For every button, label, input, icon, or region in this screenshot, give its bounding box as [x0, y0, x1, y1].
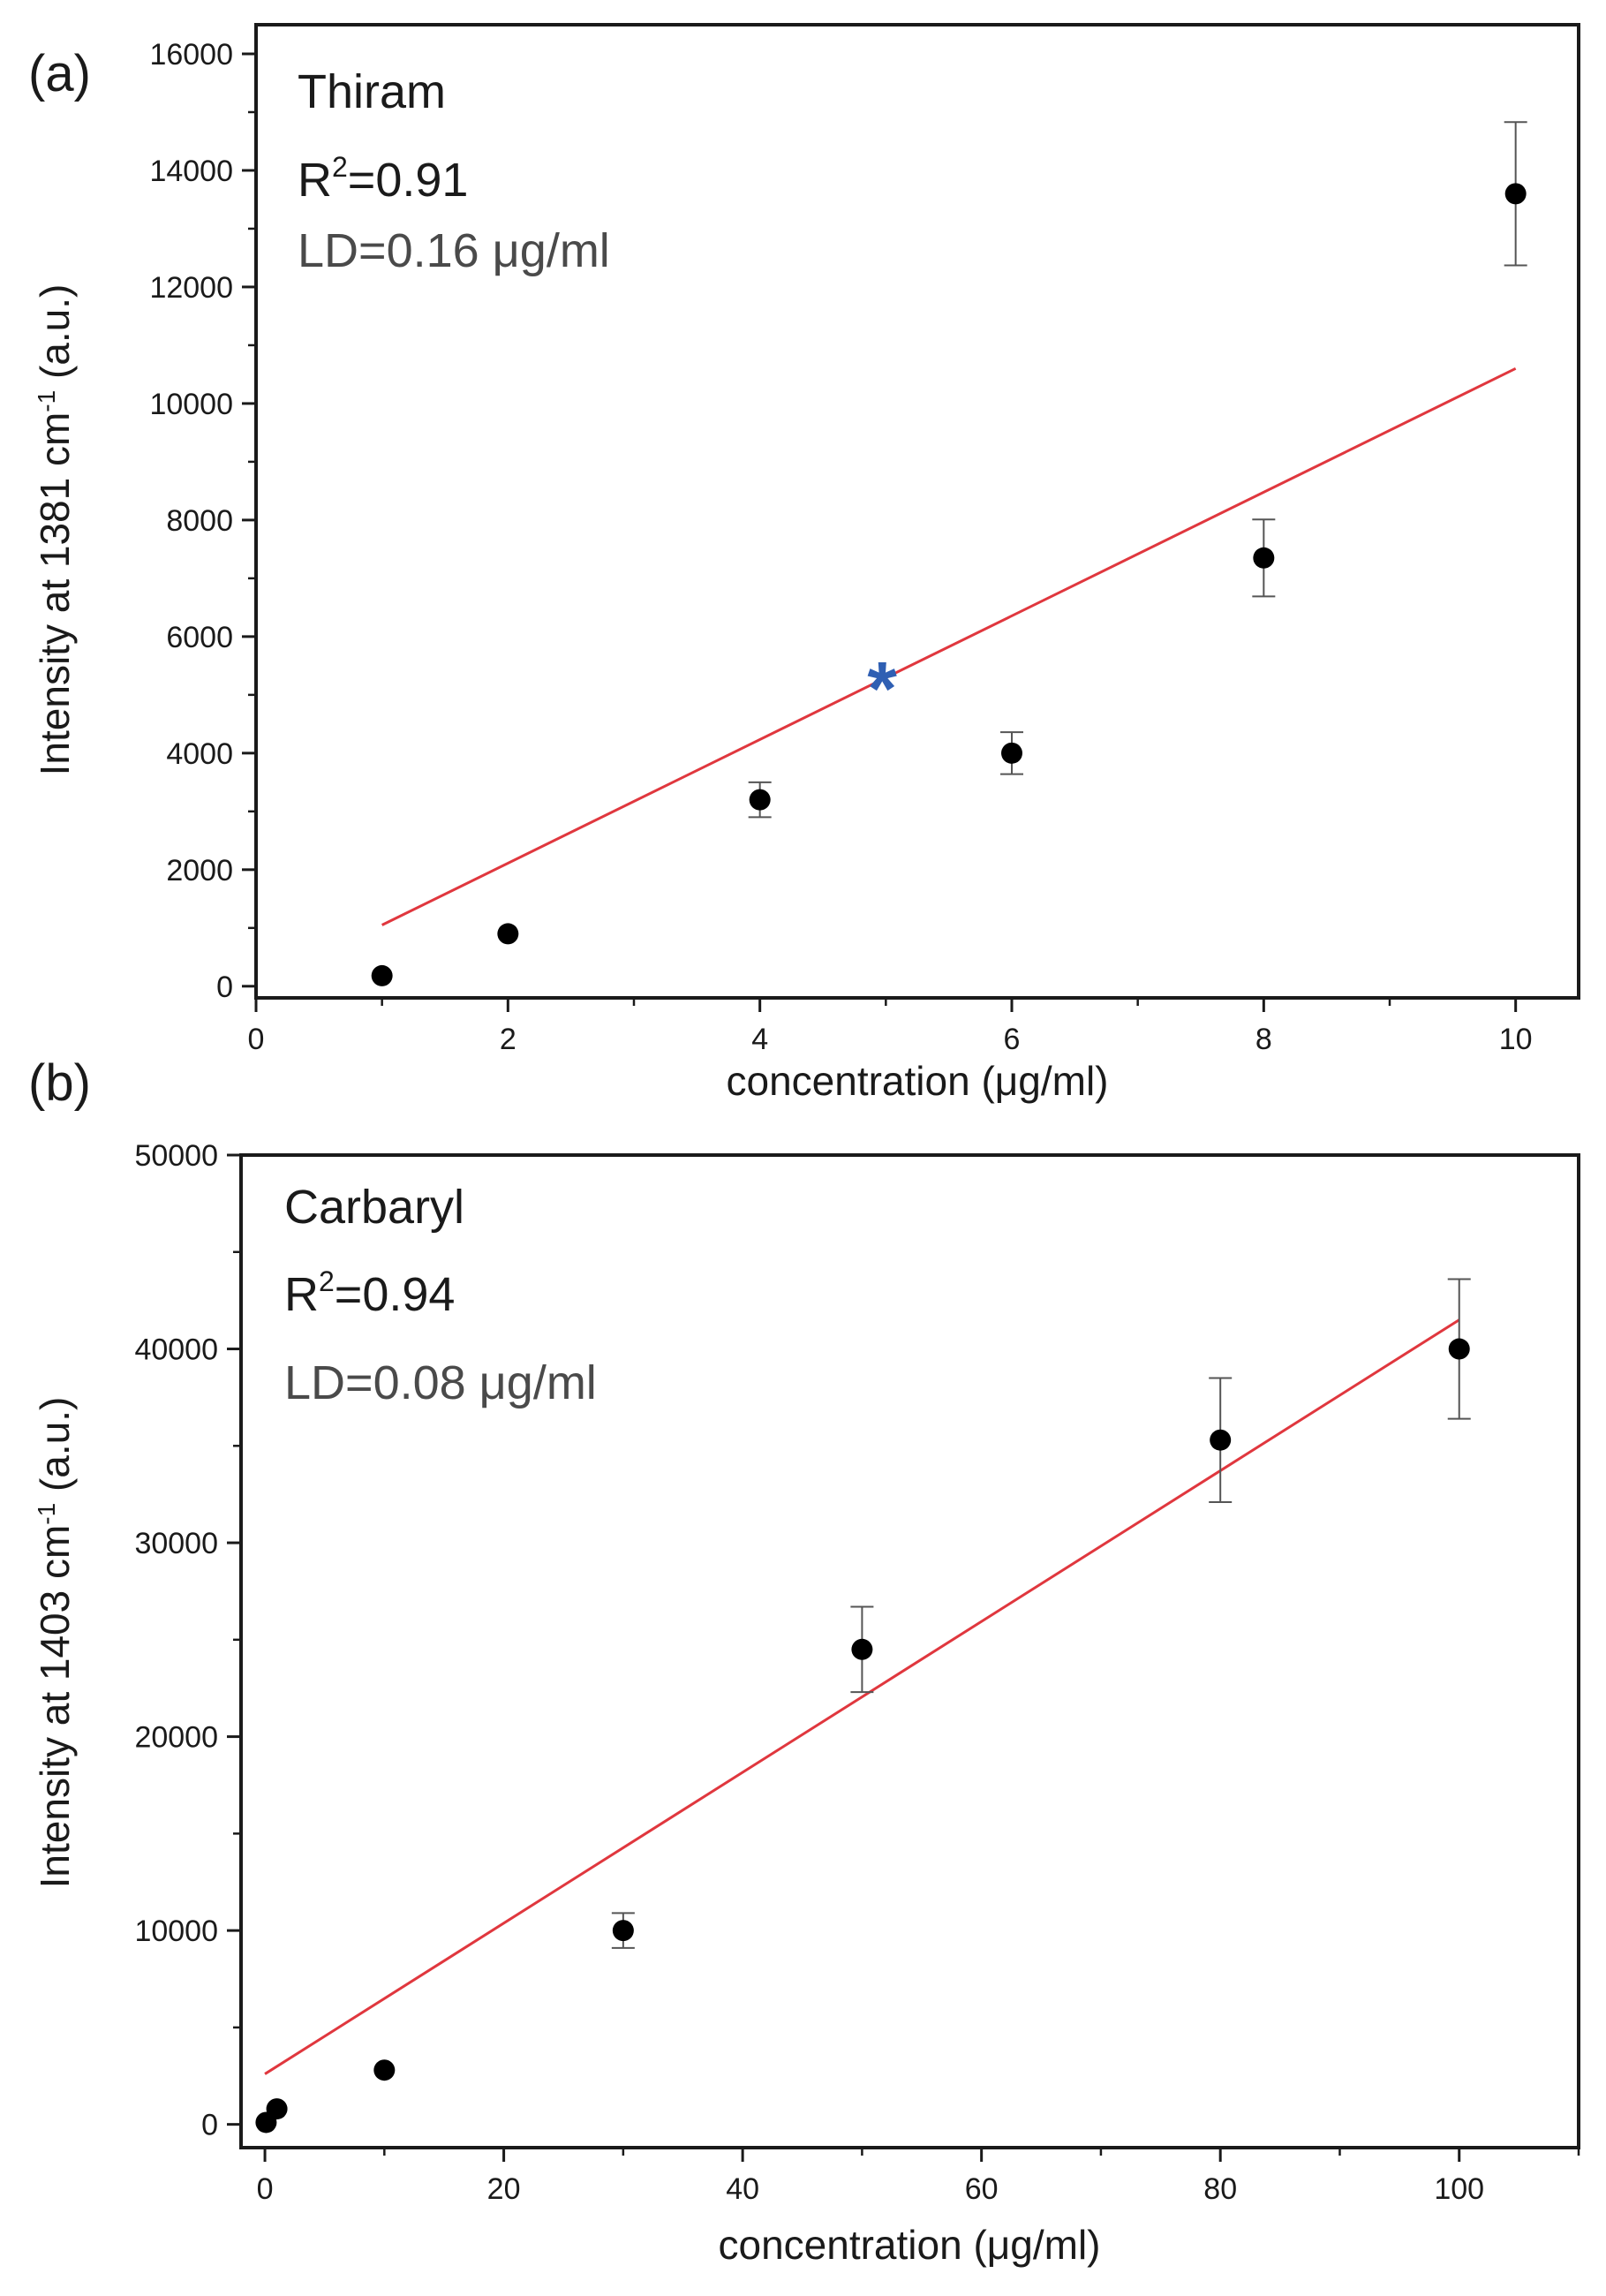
panel-b-detection-limit: LD=0.08 μg/ml	[284, 1356, 597, 1409]
panel-a-y-title-main: Intensity at 1381 cm	[32, 412, 78, 776]
b-data-point	[612, 1920, 634, 1942]
panel-a-r2: R2=0.91	[298, 151, 468, 207]
a-data-point	[1253, 547, 1275, 569]
panel-b-y-title-sup: -1	[33, 1503, 60, 1525]
a-x-tick-label: 2	[500, 1023, 516, 1056]
panel-a-compound-name: Thiram	[298, 65, 446, 118]
b-x-tick-label: 40	[726, 2172, 759, 2206]
panel-a-error-bars	[748, 121, 1527, 819]
b-x-tick-label: 100	[1434, 2172, 1484, 2206]
b-data-point	[1210, 1429, 1232, 1451]
b-data-point	[266, 2098, 288, 2120]
panel-a-asterisk-marker: *	[867, 647, 897, 732]
b-x-tick-label: 80	[1203, 2172, 1237, 2206]
panel-a-y-title-sup: -1	[33, 390, 60, 412]
b-x-tick-label: 60	[965, 2172, 999, 2206]
panel-b-r2-prefix: R	[284, 1268, 319, 1321]
a-x-tick-label: 6	[1004, 1023, 1021, 1056]
panel-a-ticks	[242, 52, 1518, 1012]
panel-b-frame	[239, 1153, 1580, 2149]
a-asterisk: *	[867, 647, 897, 732]
panel-b-tick-labels: 0 20 40 60 80 100 0 10000 20000 30000 40000 50000	[134, 1139, 1484, 2206]
b-x-tick-label: 20	[487, 2172, 521, 2206]
a-y-tick-label: 14000	[149, 155, 233, 188]
b-y-tick-label: 50000	[134, 1139, 218, 1173]
panel-a-label: (a)	[28, 45, 91, 102]
panel-b-r2-sup: 2	[319, 1265, 335, 1297]
a-x-tick-label: 8	[1255, 1023, 1272, 1056]
a-y-tick-label: 8000	[166, 504, 233, 538]
panel-b-fit-line	[264, 1318, 1460, 2075]
panel-b-ticks	[227, 1153, 1580, 2162]
b-y-tick-label: 30000	[134, 1527, 218, 1560]
a-y-tick-label: 10000	[149, 388, 233, 421]
b-y-tick-label: 10000	[134, 1915, 218, 1948]
a-data-point	[497, 923, 519, 945]
a-x-tick-label: 0	[248, 1023, 265, 1056]
panel-b-r2-value: =0.94	[335, 1268, 456, 1321]
panel-a-x-axis-title: concentration (μg/ml)	[726, 1058, 1108, 1104]
panel-a-detection-limit: LD=0.16 μg/ml	[298, 224, 610, 277]
b-y-tick-label: 0	[201, 2109, 218, 2142]
a-y-tick-label: 4000	[166, 737, 233, 771]
panel-b-r2: R2=0.94	[284, 1265, 455, 1321]
panel-b-error-bars	[611, 1278, 1471, 1949]
b-y-tick-label: 40000	[134, 1333, 218, 1367]
panel-a-tick-labels: 0 2 4 6 8 10 0 2000 4000 6000 8000 10000 12000 14000 1…	[149, 38, 1532, 1056]
panel-b-data-points	[255, 1338, 1470, 2134]
panel-b-carbaryl-chart: (b) 0 20 40 60 80 100 0 10000 20000 30000 40000 500…	[28, 1054, 1580, 2268]
panel-b-y-title-main: Intensity at 1403 cm	[32, 1525, 78, 1889]
b-y-tick-label: 20000	[134, 1721, 218, 1755]
a-y-tick-label: 12000	[149, 271, 233, 305]
b-data-point	[851, 1638, 873, 1660]
b-data-point	[1448, 1338, 1470, 1360]
a-data-point	[1504, 183, 1527, 205]
panel-a-r2-value: =0.91	[348, 154, 469, 207]
a-y-tick-label: 2000	[166, 854, 233, 887]
panel-a-thiram-chart: (a) 0 2 4 6 8 10 0 2000 4000 6000 8000 10000 12000 14…	[28, 23, 1580, 1104]
panel-b-y-title-tail: (a.u.)	[32, 1397, 78, 1503]
panel-a-fit-line	[381, 366, 1517, 926]
a-data-point	[371, 964, 393, 986]
a-data-point	[1001, 742, 1022, 764]
panel-a-y-title-tail: (a.u.)	[32, 284, 78, 390]
panel-b-compound-name: Carbaryl	[284, 1181, 464, 1234]
panel-b-x-axis-title: concentration (μg/ml)	[718, 2222, 1100, 2268]
panel-b-label: (b)	[28, 1054, 91, 1112]
panel-a-r2-prefix: R	[298, 154, 332, 207]
panel-a-frame	[254, 23, 1580, 1000]
a-x-tick-label: 4	[751, 1023, 768, 1056]
panel-b-y-axis-title: Intensity at 1403 cm-1 (a.u.)	[32, 1397, 78, 1889]
a-x-tick-label: 10	[1499, 1023, 1533, 1056]
panel-a-r2-sup: 2	[332, 151, 348, 183]
panel-a-data-points	[371, 183, 1527, 986]
a-data-point	[749, 789, 771, 811]
b-data-point	[373, 2059, 396, 2081]
a-y-tick-label: 6000	[166, 621, 233, 654]
a-y-tick-label: 0	[216, 971, 233, 1004]
panel-a-y-axis-title: Intensity at 1381 cm-1 (a.u.)	[32, 284, 78, 776]
b-x-tick-label: 0	[257, 2172, 274, 2206]
a-y-tick-label: 16000	[149, 38, 233, 72]
